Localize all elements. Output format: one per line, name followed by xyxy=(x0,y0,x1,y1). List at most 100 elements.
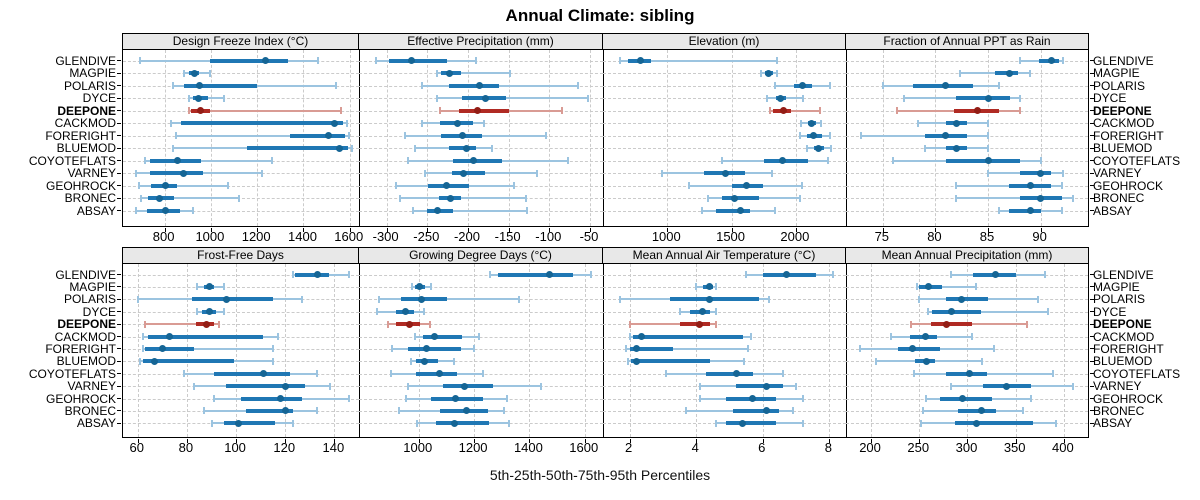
row-tick-left xyxy=(117,135,121,136)
cap-p5-DEEPONE xyxy=(187,107,190,114)
cap-p5-DYCE xyxy=(902,94,905,102)
median-dot-CACKMOD xyxy=(430,333,438,340)
panel-design-freeze-index-c- xyxy=(123,50,359,232)
x-gridline xyxy=(967,264,969,437)
cap-p95-DYCE xyxy=(801,94,804,102)
median-dot-GLENDIVE xyxy=(637,57,645,64)
site-label-right-DYCE: DYCE xyxy=(1093,91,1127,105)
median-dot-POLARIS xyxy=(222,295,230,303)
whisker-BRONEC xyxy=(400,197,526,199)
cap-p95-BRONEC xyxy=(1022,407,1025,415)
cap-p95-GLENDIVE xyxy=(831,271,834,278)
cap-p95-GEOHROCK xyxy=(348,395,351,402)
x-tick-mark xyxy=(334,439,336,443)
cap-p95-GEOHROCK xyxy=(1060,182,1063,189)
row-tick-left xyxy=(117,60,121,61)
cap-p95-COYOTEFLATS xyxy=(1052,370,1055,378)
cap-p5-ABSAY xyxy=(715,419,718,427)
site-label-left-BLUEMOD: BLUEMOD xyxy=(56,354,116,369)
cap-p5-CACKMOD xyxy=(799,119,802,127)
iqr-bar-ABSAY xyxy=(715,208,750,213)
cap-p5-FORERIGHT xyxy=(798,132,801,139)
x-tick-label: 90 xyxy=(1032,229,1047,244)
median-dot-MAGPIE xyxy=(445,69,453,77)
site-label-left-VARNEY: VARNEY xyxy=(67,166,116,180)
row-gridline xyxy=(123,311,359,313)
x-tick-mark xyxy=(1015,439,1017,443)
cap-p5-POLARIS xyxy=(881,82,884,89)
median-dot-FORERIGHT xyxy=(458,132,466,139)
cap-p5-GLENDIVE xyxy=(618,57,621,64)
median-dot-VARNEY xyxy=(1002,382,1010,390)
x-tick-mark xyxy=(967,439,969,443)
iqr-bar-VARNEY xyxy=(451,171,486,175)
x-gridline xyxy=(667,50,669,226)
plot-row-top xyxy=(117,49,1094,232)
x-gridline xyxy=(257,50,259,226)
median-dot-GEOHROCK xyxy=(451,395,459,402)
iqr-bar-ABSAY xyxy=(954,421,1034,426)
cap-p95-GLENDIVE xyxy=(316,57,319,64)
x-gridline xyxy=(386,50,388,226)
row-gridline xyxy=(603,324,846,326)
iqr-bar-COYOTEFLATS xyxy=(213,371,291,376)
row-gridline xyxy=(123,210,359,212)
median-dot-GEOHROCK xyxy=(749,395,757,402)
whisker-ABSAY xyxy=(412,209,527,212)
row-tick-right xyxy=(1090,274,1094,275)
site-label-left-GLENDIVE: GLENDIVE xyxy=(55,267,116,282)
site-label-left-CACKMOD: CACKMOD xyxy=(54,329,116,344)
iqr-bar-DYCE xyxy=(931,309,981,314)
iqr-bar-ABSAY xyxy=(223,421,276,426)
panel-header-design-freeze-index: Design Freeze Index (°C) xyxy=(122,33,359,50)
cap-p5-FORERIGHT xyxy=(404,132,407,139)
whisker-COYOTEFLATS xyxy=(145,159,272,162)
x-tick-mark xyxy=(474,439,476,443)
row-tick-right xyxy=(1090,336,1094,337)
cap-p95-BLUEMOD xyxy=(743,357,746,365)
whisker-POLARIS xyxy=(421,84,578,87)
median-dot-DEEPONE xyxy=(942,320,950,328)
site-label-right-FORERIGHT: FORERIGHT xyxy=(1093,128,1164,143)
site-label-left-DYCE: DYCE xyxy=(82,304,116,319)
cap-p95-ABSAY xyxy=(192,207,195,214)
median-dot-VARNEY xyxy=(459,169,467,177)
whisker-FORERIGHT xyxy=(142,347,273,350)
cap-p5-MAGPIE xyxy=(182,69,185,77)
x-tick-label: 1000 xyxy=(403,440,433,455)
iqr-bar-VARNEY xyxy=(150,171,204,175)
row-tick-right xyxy=(1090,60,1094,61)
cap-p95-BRONEC xyxy=(799,194,802,202)
cap-p5-POLARIS xyxy=(378,295,381,303)
cap-p95-DEEPONE xyxy=(715,320,718,328)
x-tick-label: 1000 xyxy=(195,229,225,244)
x-tick-mark xyxy=(418,439,420,443)
panel-divider xyxy=(846,264,847,437)
median-dot-ABSAY xyxy=(451,419,459,427)
iqr-bar-CACKMOD xyxy=(147,334,264,339)
x-tick-label: 1200 xyxy=(241,229,271,244)
site-label-right-GEOHROCK: GEOHROCK xyxy=(1093,178,1164,193)
row-tick-right xyxy=(1090,422,1094,424)
row-gridline xyxy=(123,274,359,276)
x-tick-label: -150 xyxy=(494,229,521,244)
cap-p95-CACKMOD xyxy=(477,333,480,340)
row-tick-right xyxy=(1090,385,1094,387)
cap-p95-FORERIGHT xyxy=(993,345,996,353)
cap-p95-ABSAY xyxy=(507,419,510,427)
whisker-DEEPONE xyxy=(629,323,717,326)
site-label-left-ABSAY: ABSAY xyxy=(76,203,116,218)
x-tick-mark xyxy=(762,439,764,443)
median-dot-FORERIGHT xyxy=(942,132,950,139)
cap-p95-GEOHROCK xyxy=(227,182,230,189)
cap-p5-MAGPIE xyxy=(916,283,919,291)
cap-p5-CACKMOD xyxy=(890,333,893,340)
x-gridline xyxy=(762,264,764,437)
cap-p95-COYOTEFLATS xyxy=(316,370,319,378)
row-tick-right xyxy=(1090,210,1094,211)
panel-header-elevation: Elevation (m) xyxy=(602,33,846,50)
x-tick-mark xyxy=(919,439,921,443)
median-dot-COYOTEFLATS xyxy=(778,157,786,164)
panel-divider xyxy=(359,50,360,226)
row-tick-right xyxy=(1090,348,1094,350)
